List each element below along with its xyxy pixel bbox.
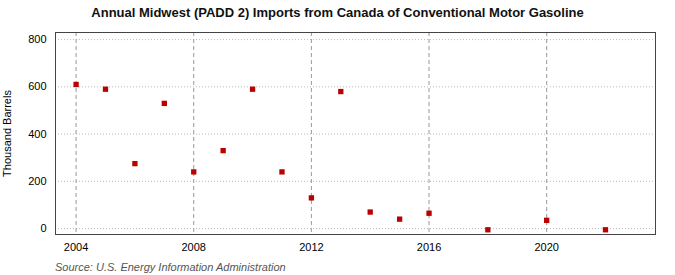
- svg-text:600: 600: [28, 80, 46, 92]
- svg-text:2012: 2012: [299, 241, 323, 253]
- svg-text:800: 800: [28, 33, 46, 45]
- svg-text:2004: 2004: [64, 241, 88, 253]
- html-text:Annual Midwest (PADD 2) Import: Annual Midwest (PADD 2) Imports from Can…: [91, 5, 584, 20]
- svg-text:2008: 2008: [181, 241, 205, 253]
- svg-text:2016: 2016: [417, 241, 441, 253]
- svg-text:0: 0: [40, 222, 46, 234]
- svg-text:200: 200: [28, 175, 46, 187]
- svg-text:Thousand Barrels: Thousand Barrels: [1, 90, 13, 177]
- svg-text:400: 400: [28, 128, 46, 140]
- html-text:Source: U.S. Energy Informatio: Source: U.S. Energy Information Administ…: [55, 261, 286, 273]
- svg-text:2020: 2020: [534, 241, 558, 253]
